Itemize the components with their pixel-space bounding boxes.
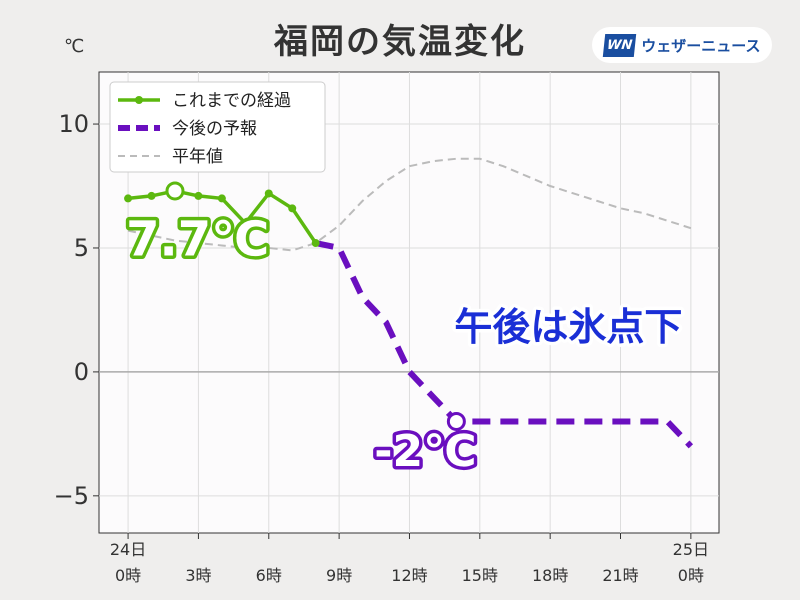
x-tick-label: 9時 xyxy=(326,566,352,585)
legend-marker-observed xyxy=(135,96,143,104)
max-temp-label: 7.7℃ xyxy=(126,211,269,267)
max-marker xyxy=(165,181,185,201)
brand-name: ウェザーニュース xyxy=(641,36,761,55)
y-tick-label: −5 xyxy=(54,482,89,510)
x-tick-label: 3時 xyxy=(185,566,211,585)
observed-point xyxy=(194,191,203,200)
observed-point xyxy=(217,194,226,203)
x-tick-label: 18時 xyxy=(532,566,568,585)
x-tick-label-date: 24日 xyxy=(110,540,146,559)
min-marker xyxy=(446,411,466,431)
y-axis-unit: ℃ xyxy=(64,36,85,57)
observed-point xyxy=(124,194,133,203)
observed-point xyxy=(147,191,156,200)
x-tick-label: 21時 xyxy=(602,566,638,585)
x-tick-label: 12時 xyxy=(391,566,427,585)
observed-point xyxy=(288,204,297,213)
legend-label: これまでの経過 xyxy=(172,91,291,111)
x-tick-label: 0時 xyxy=(115,566,141,585)
forecast-line xyxy=(315,240,694,449)
legend xyxy=(109,81,326,173)
min-temp-label: -2℃ xyxy=(374,426,476,477)
y-tick-label: 5 xyxy=(74,234,89,262)
y-tick-label: 10 xyxy=(58,110,89,138)
x-tick-label: 0時 xyxy=(678,566,704,585)
observed-point xyxy=(311,239,320,248)
y-tick-label: 0 xyxy=(74,358,89,386)
legend-label: 平年値 xyxy=(172,147,223,167)
afternoon-below-freezing-label: 午後は氷点下 xyxy=(454,305,682,349)
brand-badge: WN ウェザーニュース xyxy=(592,27,772,63)
x-tick-label-date: 25日 xyxy=(673,540,709,559)
observed-point xyxy=(241,219,250,228)
x-tick-label: 6時 xyxy=(256,566,282,585)
legend-label: 今後の予報 xyxy=(172,119,257,139)
chart-title: 福岡の気温変化 xyxy=(274,22,526,62)
observed-point xyxy=(264,189,273,198)
normal-line xyxy=(127,157,692,252)
x-tick-label: 15時 xyxy=(462,566,498,585)
